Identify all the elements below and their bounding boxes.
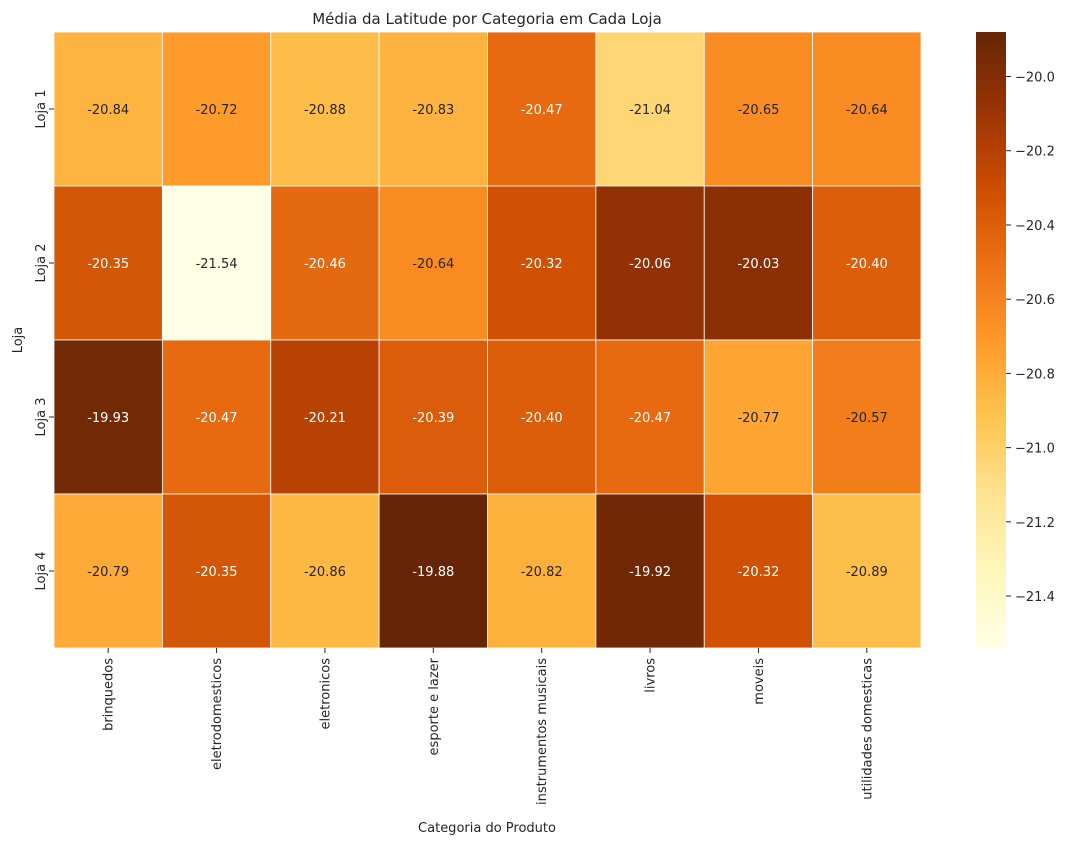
x-tick-label: esporte e lazer	[427, 657, 442, 755]
heatmap-cell	[812, 185, 922, 341]
cell-value-label: -19.88	[412, 565, 454, 580]
heatmap-cell	[595, 185, 705, 341]
y-axis-label: Loja	[11, 327, 26, 354]
cell-value-label: -20.65	[737, 103, 779, 118]
heatmap-cell	[270, 31, 380, 187]
heatmap-cell	[378, 493, 488, 649]
colorbar-tick-label: −21.0	[1015, 442, 1055, 457]
colorbar: −21.4 −21.2 −21.0 −20.8 −20.6 −20.4 −20.2 −20.0	[976, 32, 1055, 648]
colorbar-tick-label: −21.2	[1015, 516, 1055, 531]
cell-value-label: -20.77	[737, 411, 779, 426]
colorbar-ticks: −21.4 −21.2 −21.0 −20.8 −20.6 −20.4 −20.2 −20.0	[1006, 71, 1055, 605]
chart-title: Média da Latitude por Categoria em Cada …	[312, 10, 662, 28]
cell-value-label: -20.40	[846, 257, 888, 272]
colorbar-tick-label: −20.8	[1015, 367, 1055, 382]
cell-value-label: -20.64	[846, 103, 888, 118]
cell-value-label: -20.79	[87, 565, 129, 580]
heatmap-cell	[53, 493, 163, 649]
heatmap-cell	[703, 493, 814, 649]
cell-value-label: -20.47	[196, 411, 238, 426]
y-tick-label: Loja 2	[34, 244, 49, 283]
cell-value-label: -20.32	[521, 257, 563, 272]
heatmap-cell	[161, 185, 272, 341]
heatmap-cell	[595, 339, 705, 495]
colorbar-tick-label: −21.4	[1015, 590, 1055, 605]
cell-value-label: -20.86	[304, 565, 346, 580]
x-axis-ticks: brinquedos eletrodomesticos eletronicos esp…	[102, 648, 875, 805]
cell-value-label: -20.21	[304, 411, 346, 426]
heatmap-cell	[487, 339, 597, 495]
heatmap-cell	[161, 339, 272, 495]
cell-value-label: -21.54	[196, 257, 238, 272]
heatmap-cell	[53, 31, 163, 187]
cell-value-label: -20.39	[412, 411, 454, 426]
cell-value-label: -21.04	[629, 103, 671, 118]
cell-value-label: -20.64	[412, 257, 454, 272]
cell-value-label: -20.83	[412, 103, 454, 118]
cell-value-label: -20.82	[521, 565, 563, 580]
heatmap-cell	[270, 339, 380, 495]
heatmap-cell	[161, 493, 272, 649]
heatmap-cell	[487, 493, 597, 649]
cell-value-label: -20.46	[304, 257, 346, 272]
colorbar-tick-label: −20.0	[1015, 71, 1055, 86]
cell-value-label: -20.32	[737, 565, 779, 580]
cell-value-label: -19.92	[629, 565, 671, 580]
x-tick-label: instrumentos musicais	[535, 658, 550, 805]
heatmap-cell	[487, 185, 597, 341]
y-tick-label: Loja 4	[34, 552, 49, 591]
heatmap-cell-labels: -20.84 -20.72 -20.88 -20.83 -20.47 -21.04 -20.…	[87, 103, 888, 580]
heatmap-cell	[378, 339, 488, 495]
heatmap-cell	[53, 339, 163, 495]
colorbar-tick-label: −20.6	[1015, 293, 1055, 308]
heatmap-cell	[161, 31, 272, 187]
heatmap-cell	[703, 339, 814, 495]
heatmap-cells	[53, 31, 922, 649]
x-tick-label: brinquedos	[102, 658, 117, 731]
cell-value-label: -20.84	[87, 103, 129, 118]
colorbar-tick-label: −20.4	[1015, 219, 1055, 234]
cell-value-label: -20.03	[737, 257, 779, 272]
x-axis-label: Categoria do Produto	[418, 821, 556, 836]
cell-value-label: -20.35	[87, 257, 129, 272]
heatmap-cell	[378, 185, 488, 341]
cell-value-label: -20.72	[196, 103, 238, 118]
cell-value-label: -20.35	[196, 565, 238, 580]
heatmap-cell	[270, 493, 380, 649]
heatmap-cell	[703, 185, 814, 341]
cell-value-label: -20.06	[629, 257, 671, 272]
heatmap-cell	[595, 31, 705, 187]
cell-value-label: -20.47	[521, 103, 563, 118]
y-tick-label: Loja 1	[34, 90, 49, 129]
cell-value-label: -20.89	[846, 565, 888, 580]
x-tick-label: livros	[644, 658, 659, 693]
heatmap-cell	[812, 31, 922, 187]
heatmap-cell	[812, 339, 922, 495]
x-tick-label: moveis	[752, 658, 767, 705]
x-tick-label: utilidades domesticas	[860, 658, 875, 800]
y-tick-label: Loja 3	[34, 398, 49, 437]
cell-value-label: -20.40	[521, 411, 563, 426]
cell-value-label: -20.88	[304, 103, 346, 118]
y-axis-ticks: Loja 1 Loja 2 Loja 3 Loja 4	[34, 90, 54, 591]
heatmap-cell	[703, 31, 814, 187]
heatmap-cell	[487, 31, 597, 187]
colorbar-gradient	[976, 32, 1006, 648]
cell-value-label: -19.93	[87, 411, 129, 426]
heatmap-cell	[378, 31, 488, 187]
cell-value-label: -20.47	[629, 411, 671, 426]
cell-value-label: -20.57	[846, 411, 888, 426]
x-tick-label: eletronicos	[318, 658, 333, 730]
colorbar-tick-label: −20.2	[1015, 145, 1055, 160]
x-tick-label: eletrodomesticos	[210, 658, 225, 770]
